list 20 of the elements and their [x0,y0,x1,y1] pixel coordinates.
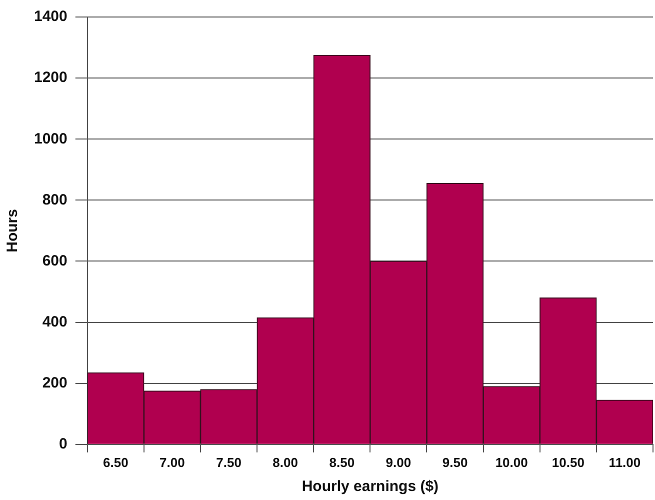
y-tick-label: 400 [42,313,68,330]
x-tick-label: 10.00 [495,454,528,470]
x-tick-label: 6.50 [102,454,128,470]
y-tick-label: 1000 [34,130,68,148]
y-tick-label: 0 [59,436,68,453]
x-tick-label: 7.00 [160,454,185,470]
y-axis-title: Hours [4,209,22,252]
y-tick-label: 200 [42,374,68,392]
y-tick-label: 600 [42,252,68,270]
x-tick-label: 9.00 [386,454,412,470]
x-tick-label: 8.00 [272,454,298,470]
x-tick-label: 11.00 [608,454,641,470]
y-tick-label: 1200 [34,69,68,86]
x-tick-label: 7.50 [216,454,242,470]
y-tick-label: 1400 [34,8,68,26]
x-tick-label: 9.50 [442,454,468,470]
y-tick-label: 800 [42,191,68,208]
x-axis-title: Hourly earnings ($) [302,478,439,496]
x-tick-label: 8.50 [329,454,355,470]
x-tick-label: 10.50 [552,454,584,470]
